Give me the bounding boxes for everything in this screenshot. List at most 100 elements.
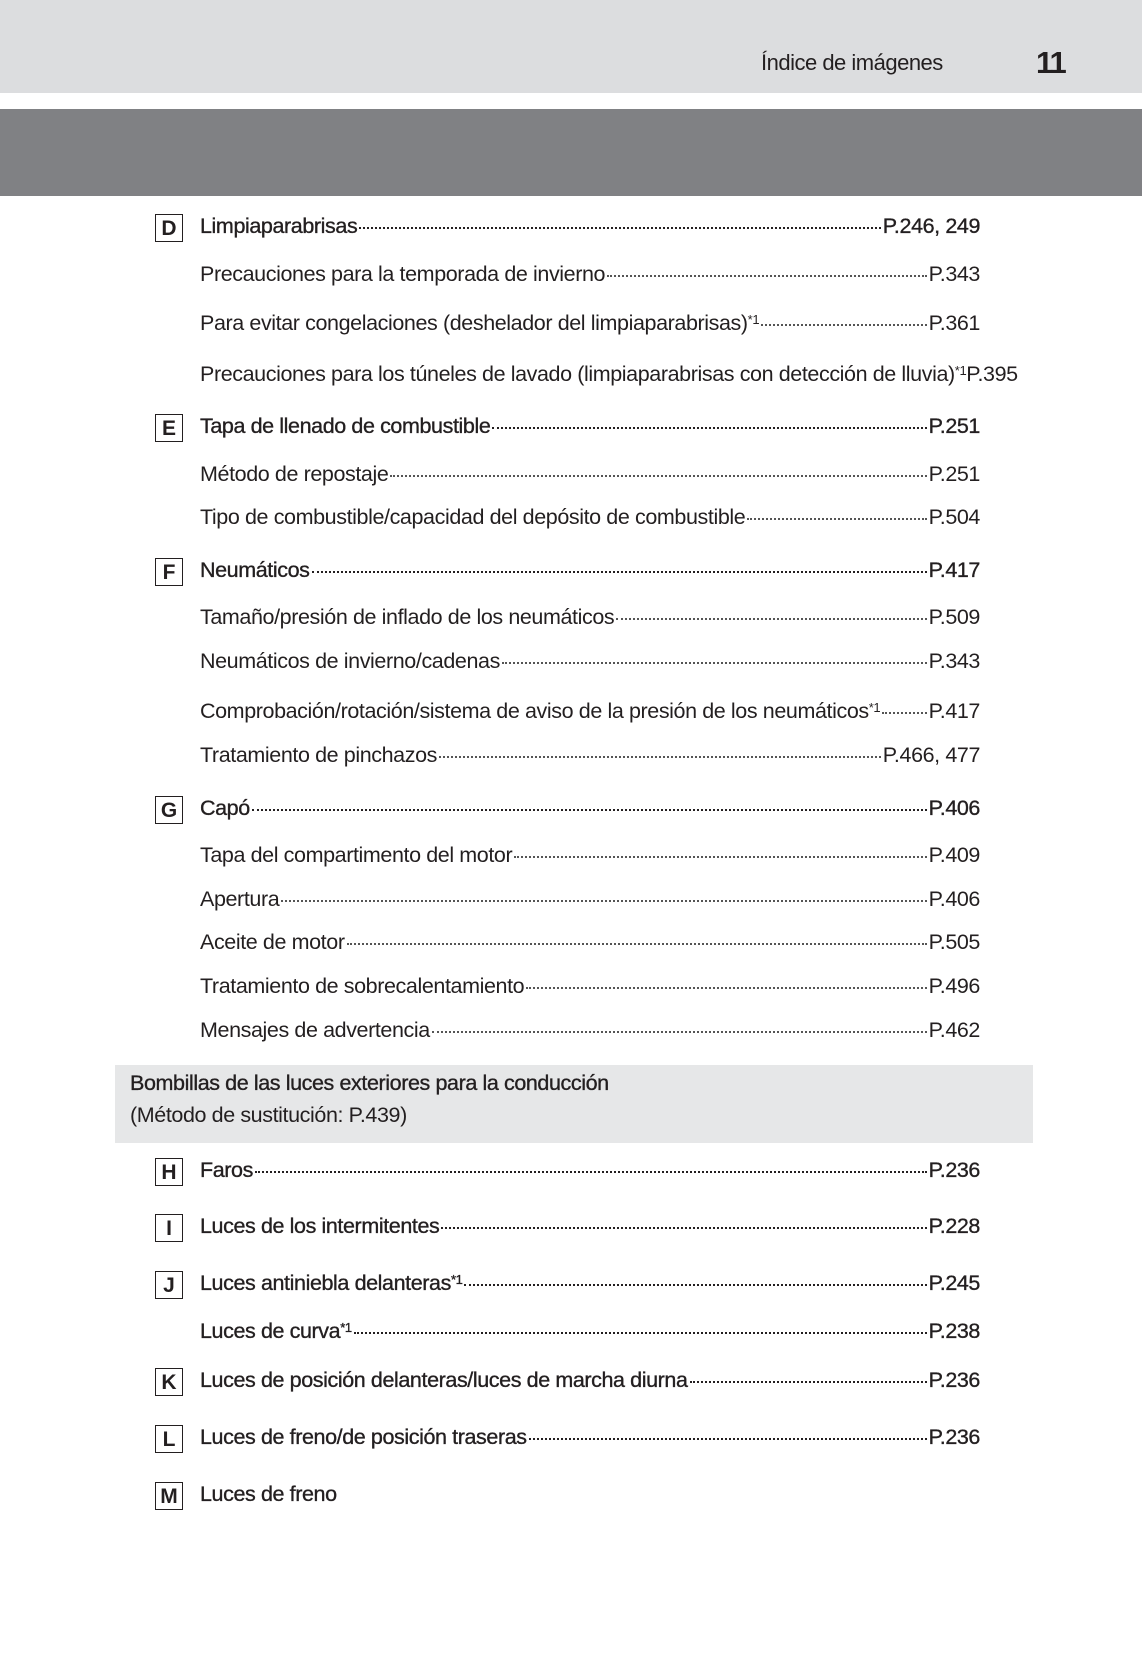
page-reference[interactable]: P.406 <box>928 796 980 820</box>
page-reference[interactable]: P.343 <box>928 262 981 286</box>
index-entry[interactable]: Método de repostaje P.251 <box>200 462 980 487</box>
page-reference[interactable]: P.466, 477 <box>882 743 981 767</box>
entry-label: Método de repostaje <box>200 462 389 486</box>
index-entry[interactable]: Comprobación/rotación/sistema de aviso d… <box>200 699 980 724</box>
entry-label: Tapa de llenado de combustible <box>200 414 491 438</box>
index-entry[interactable]: Tratamiento de pinchazos P.466, 477 <box>200 743 980 768</box>
page-reference[interactable]: P.246, 249 <box>882 214 981 238</box>
entry-label: Luces de posición delanteras/luces de ma… <box>200 1368 688 1392</box>
dot-leader <box>441 1227 927 1229</box>
footnote-marker: *1 <box>747 312 760 327</box>
item-letter-box: G <box>155 796 183 824</box>
index-entry[interactable]: Tipo de combustible/capacidad del depósi… <box>200 505 980 530</box>
index-entry[interactable]: Faros P.236 <box>200 1158 981 1183</box>
index-entry[interactable]: Mensajes de advertencia P.462 <box>200 1018 980 1043</box>
page-reference[interactable]: P.505 <box>928 930 981 954</box>
entry-label: Precauciones para la temporada de invier… <box>200 262 606 286</box>
index-entry[interactable]: Capó P.406 <box>200 796 981 821</box>
page-reference[interactable]: P.504 <box>928 505 981 529</box>
index-entry[interactable]: Apertura P.406 <box>200 887 980 912</box>
footnote-marker: *1 <box>954 363 967 378</box>
dot-leader <box>501 662 927 664</box>
entry-label: Luces antiniebla delanteras <box>200 1271 452 1295</box>
page-reference[interactable]: P.496 <box>928 974 981 998</box>
index-entry[interactable]: Precauciones para los túneles de lavado … <box>200 362 1018 387</box>
item-letter-box: M <box>155 1482 183 1510</box>
entry-label: Aceite de motor <box>200 930 345 954</box>
dot-leader <box>616 618 927 620</box>
entry-label: Mensajes de advertencia <box>200 1018 430 1042</box>
dot-leader <box>254 1171 927 1173</box>
entry-label: Luces de freno <box>200 1482 337 1506</box>
dot-leader <box>607 275 927 277</box>
index-entry[interactable]: Tratamiento de sobrecalentamiento P.496 <box>200 974 980 999</box>
index-entry[interactable]: Luces de freno/de posición traseras P.236 <box>200 1425 981 1450</box>
bulbs-box: Bombillas de las luces exteriores para l… <box>115 1065 1033 1143</box>
index-entry[interactable]: Luces de curva *1 P.238 <box>200 1319 981 1344</box>
dot-leader <box>882 712 927 714</box>
index-entry[interactable]: Para evitar congelaciones (deshelador de… <box>200 311 980 336</box>
index-entry[interactable]: Luces de los intermitentes P.228 <box>200 1214 981 1239</box>
entry-label: Comprobación/rotación/sistema de aviso d… <box>200 699 869 723</box>
entry-label: Para evitar congelaciones (deshelador de… <box>200 311 748 335</box>
index-entry[interactable]: Luces de posición delanteras/luces de ma… <box>200 1368 981 1393</box>
item-letter-box: I <box>155 1214 183 1242</box>
page-number: 11 <box>1036 45 1067 80</box>
index-entry[interactable]: Tamaño/presión de inflado de los neumáti… <box>200 605 980 630</box>
index-entry[interactable]: Limpiaparabrisas P.246, 249 <box>200 214 981 239</box>
page-reference[interactable]: P.462 <box>928 1018 981 1042</box>
page-reference[interactable]: P.236 <box>928 1368 980 1392</box>
item-letter-box: D <box>155 214 183 242</box>
dot-leader <box>464 1284 927 1286</box>
index-entry[interactable]: Tapa de llenado de combustible P.251 <box>200 414 981 439</box>
entry-label: Luces de freno/de posición traseras <box>200 1425 527 1449</box>
index-entry[interactable]: Neumáticos P.417 <box>200 558 981 583</box>
footnote-marker: *1 <box>868 700 881 715</box>
page-reference[interactable]: P.417 <box>928 699 981 723</box>
item-letter-box: K <box>155 1368 183 1396</box>
page-reference[interactable]: P.236 <box>928 1158 980 1182</box>
page-reference[interactable]: P.251 <box>928 462 981 486</box>
entry-label: Neumáticos <box>200 558 310 582</box>
item-letter-box: F <box>155 558 183 586</box>
entry-label: Apertura <box>200 887 280 911</box>
page-reference[interactable]: P.245 <box>928 1271 980 1295</box>
entry-label: Precauciones para los túneles de lavado … <box>200 362 955 386</box>
index-entry[interactable]: Luces antiniebla delanteras *1 P.245 <box>200 1271 981 1296</box>
dot-leader <box>439 756 881 758</box>
page-reference[interactable]: P.228 <box>928 1214 980 1238</box>
page-reference[interactable]: P.238 <box>928 1319 980 1343</box>
dot-leader <box>492 427 927 429</box>
index-entry[interactable]: Neumáticos de invierno/cadenas P.343 <box>200 649 980 674</box>
dot-leader <box>359 227 881 229</box>
page-reference[interactable]: P.406 <box>928 887 981 911</box>
index-entry[interactable]: Precauciones para la temporada de invier… <box>200 262 980 287</box>
page-reference[interactable]: P.251 <box>928 414 980 438</box>
page-reference[interactable]: P.409 <box>928 843 981 867</box>
index-entry[interactable]: Luces de freno <box>200 1482 980 1507</box>
page-reference[interactable]: P.395 <box>966 362 1018 386</box>
footnote-marker: *1 <box>340 1320 352 1335</box>
dot-leader <box>311 571 927 573</box>
dot-leader <box>390 475 927 477</box>
section-title: Índice de imágenes <box>761 50 943 75</box>
image-band <box>0 109 1142 196</box>
index-entry[interactable]: Tapa del compartimento del motor P.409 <box>200 843 980 868</box>
entry-label: Neumáticos de invierno/cadenas <box>200 649 500 673</box>
page-reference[interactable]: P.236 <box>928 1425 980 1449</box>
entry-label: Tamaño/presión de inflado de los neumáti… <box>200 605 615 629</box>
dot-leader <box>528 1438 927 1440</box>
index-entry[interactable]: Aceite de motor P.505 <box>200 930 980 955</box>
footnote-marker: *1 <box>450 1272 463 1287</box>
page-reference[interactable]: P.509 <box>928 605 981 629</box>
dot-leader <box>431 1031 927 1033</box>
page-reference[interactable]: P.417 <box>928 558 980 582</box>
entry-label: Limpiaparabrisas <box>200 214 358 238</box>
dot-leader <box>747 518 927 520</box>
page-reference[interactable]: P.361 <box>928 311 981 335</box>
item-letter-box: H <box>155 1158 183 1186</box>
entry-label: Tratamiento de sobrecalentamiento <box>200 974 525 998</box>
entry-label: Tipo de combustible/capacidad del depósi… <box>200 505 746 529</box>
item-letter-box: J <box>155 1271 183 1299</box>
page-reference[interactable]: P.343 <box>928 649 981 673</box>
